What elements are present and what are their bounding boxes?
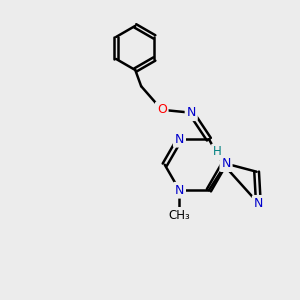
- Text: H: H: [213, 146, 222, 158]
- Text: N: N: [187, 106, 196, 119]
- Text: N: N: [221, 157, 231, 170]
- Text: N: N: [254, 197, 263, 210]
- Text: N: N: [175, 184, 184, 197]
- Text: O: O: [157, 103, 167, 116]
- Text: N: N: [175, 133, 184, 146]
- Text: CH₃: CH₃: [169, 209, 190, 222]
